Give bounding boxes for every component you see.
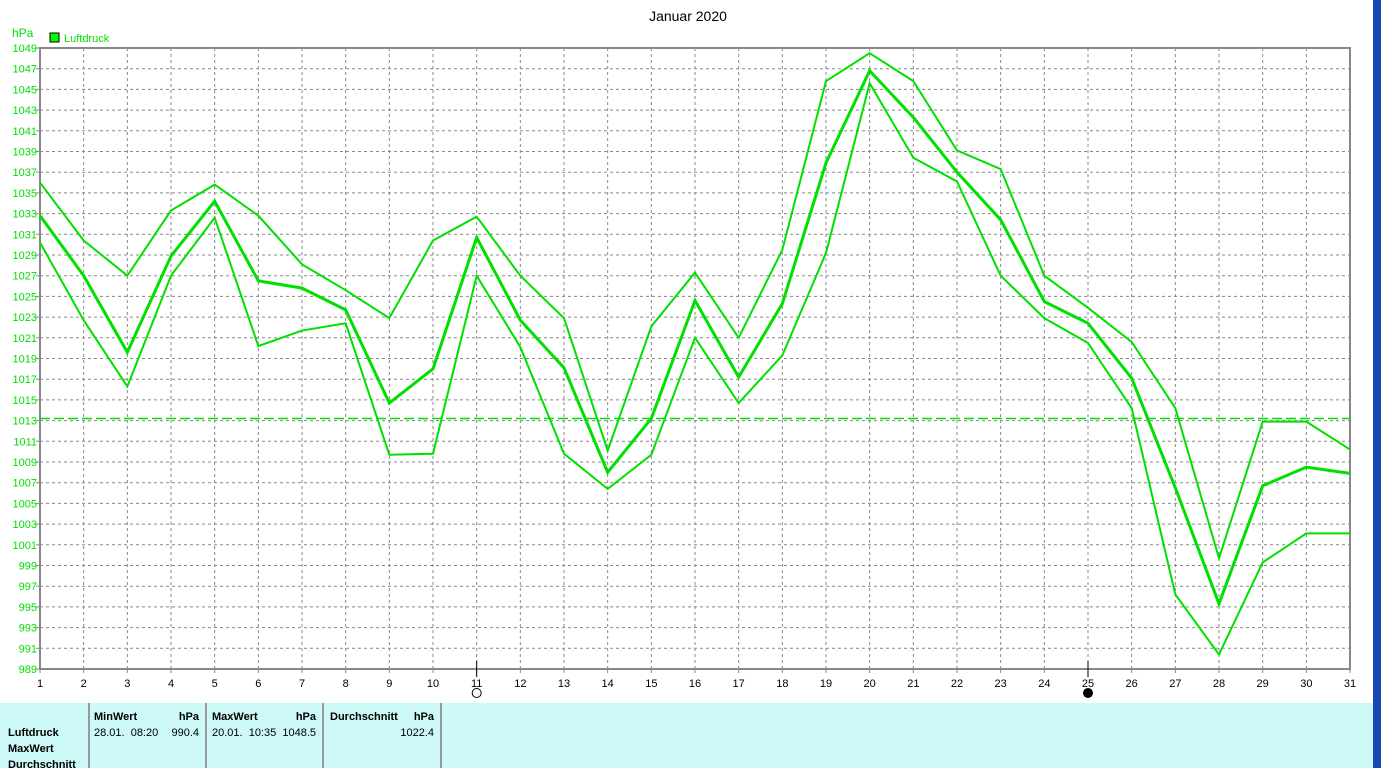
x-tick-label: 31 [1344, 678, 1356, 690]
plot-frame [39, 47, 1351, 670]
y-tick-label: 1035 [13, 188, 37, 200]
y-tick-label: 1001 [13, 540, 37, 552]
x-tick-label: 15 [645, 678, 657, 690]
max-header: MaxWert [212, 711, 258, 723]
y-tick-label: 1043 [13, 105, 37, 117]
min-value: 990.4 [171, 727, 199, 739]
y-tick-label: 989 [19, 664, 37, 676]
y-tick-label: 999 [19, 561, 37, 573]
x-tick-label: 29 [1257, 678, 1269, 690]
y-tick-label: 1015 [13, 395, 37, 407]
y-tick-label: 993 [19, 623, 37, 635]
x-tick-label: 6 [255, 678, 261, 690]
series-line [39, 80, 1350, 657]
x-tick-label: 4 [168, 678, 174, 690]
x-tick-label: 13 [558, 678, 570, 690]
y-tick-label: 1025 [13, 291, 37, 303]
max-value: 1048.5 [282, 727, 316, 739]
y-tick-label: 1041 [13, 126, 37, 138]
x-tick-label: 27 [1169, 678, 1181, 690]
x-tick-label: 21 [907, 678, 919, 690]
y-tick-label: 1047 [13, 64, 37, 76]
x-tick-label: 16 [689, 678, 701, 690]
y-tick-label: 1017 [13, 374, 37, 386]
y-tick-label: 1039 [13, 147, 37, 159]
y-tick-label: 1021 [13, 333, 37, 345]
x-tick-label: 18 [776, 678, 788, 690]
x-tick-label: 3 [124, 678, 130, 690]
x-tick-label: 24 [1038, 678, 1050, 690]
avg-value: 1022.4 [400, 727, 434, 739]
y-tick-label: 1033 [13, 209, 37, 221]
avg-column: Durchschnitt hPa 1022.4 [324, 703, 442, 768]
min-column: MinWert hPa 28.01. 08:20 990.4 [90, 703, 207, 768]
x-tick-label: 14 [602, 678, 614, 690]
min-time: 28.01. 08:20 [94, 727, 159, 739]
x-tick-label: 12 [514, 678, 526, 690]
y-tick-label: 1005 [13, 498, 37, 510]
min-header: MinWert [94, 711, 138, 723]
y-tick-label: 1003 [13, 519, 37, 531]
y-axis-label: hPa [12, 26, 34, 40]
y-tick-label: 1019 [13, 354, 37, 366]
row-label: Luftdruck [8, 727, 59, 739]
x-tick-label: 22 [951, 678, 963, 690]
x-tick-label: 17 [733, 678, 745, 690]
max-unit: hPa [295, 711, 316, 723]
y-tick-label: 995 [19, 602, 37, 614]
y-tick-label: 1045 [13, 84, 37, 96]
chart-title: Januar 2020 [649, 8, 727, 24]
x-tick-label: 7 [299, 678, 305, 690]
row-label: Durchschnitt [8, 759, 76, 771]
y-tick-label: 1023 [13, 312, 37, 324]
pressure-chart: Januar 2020 hPa Luftdruck 98999199399599… [12, 8, 1356, 698]
y-tick-label: 1011 [13, 436, 37, 448]
y-tick-label: 1009 [13, 457, 37, 469]
series-line [38, 68, 1351, 609]
max-time: 20.01. 10:35 [212, 727, 277, 739]
statistics-table: Luftdruck MaxWert Durchschnitt MinWert h… [0, 703, 1373, 771]
x-tick-label: 26 [1126, 678, 1138, 690]
legend-label: Luftdruck [64, 33, 110, 45]
max-column: MaxWert hPa 20.01. 10:35 1048.5 [207, 703, 324, 768]
new-moon-icon [1083, 688, 1093, 698]
y-tick-label: 1049 [13, 43, 37, 55]
avg-header: Durchschnitt [330, 711, 398, 723]
x-tick-label: 25 [1082, 678, 1094, 690]
row-label: MaxWert [8, 743, 54, 755]
min-unit: hPa [178, 711, 199, 723]
x-tick-label: 10 [427, 678, 439, 690]
y-tick-label: 1031 [13, 229, 37, 241]
row-labels: Luftdruck MaxWert Durchschnitt [0, 703, 90, 771]
x-tick-label: 5 [212, 678, 218, 690]
y-tick-label: 1029 [13, 250, 37, 262]
x-tick-label: 19 [820, 678, 832, 690]
x-tick-label: 9 [386, 678, 392, 690]
y-tick-label: 1027 [13, 271, 37, 283]
x-tick-label: 23 [995, 678, 1007, 690]
x-tick-label: 11 [471, 678, 482, 690]
y-tick-label: 1037 [13, 167, 37, 179]
x-tick-label: 28 [1213, 678, 1225, 690]
x-tick-label: 2 [81, 678, 87, 690]
x-tick-label: 8 [343, 678, 349, 690]
series-line [39, 51, 1351, 562]
x-tick-label: 1 [37, 678, 43, 690]
legend-swatch [49, 32, 60, 43]
full-moon-icon [471, 688, 482, 698]
y-tick-label: 997 [19, 581, 37, 593]
y-tick-label: 1007 [13, 478, 37, 490]
y-tick-label: 991 [19, 643, 37, 655]
y-tick-label: 1013 [13, 416, 37, 428]
x-tick-label: 20 [864, 678, 876, 690]
avg-unit: hPa [413, 711, 434, 723]
desktop-background [1373, 0, 1381, 768]
x-tick-label: 30 [1300, 678, 1312, 690]
